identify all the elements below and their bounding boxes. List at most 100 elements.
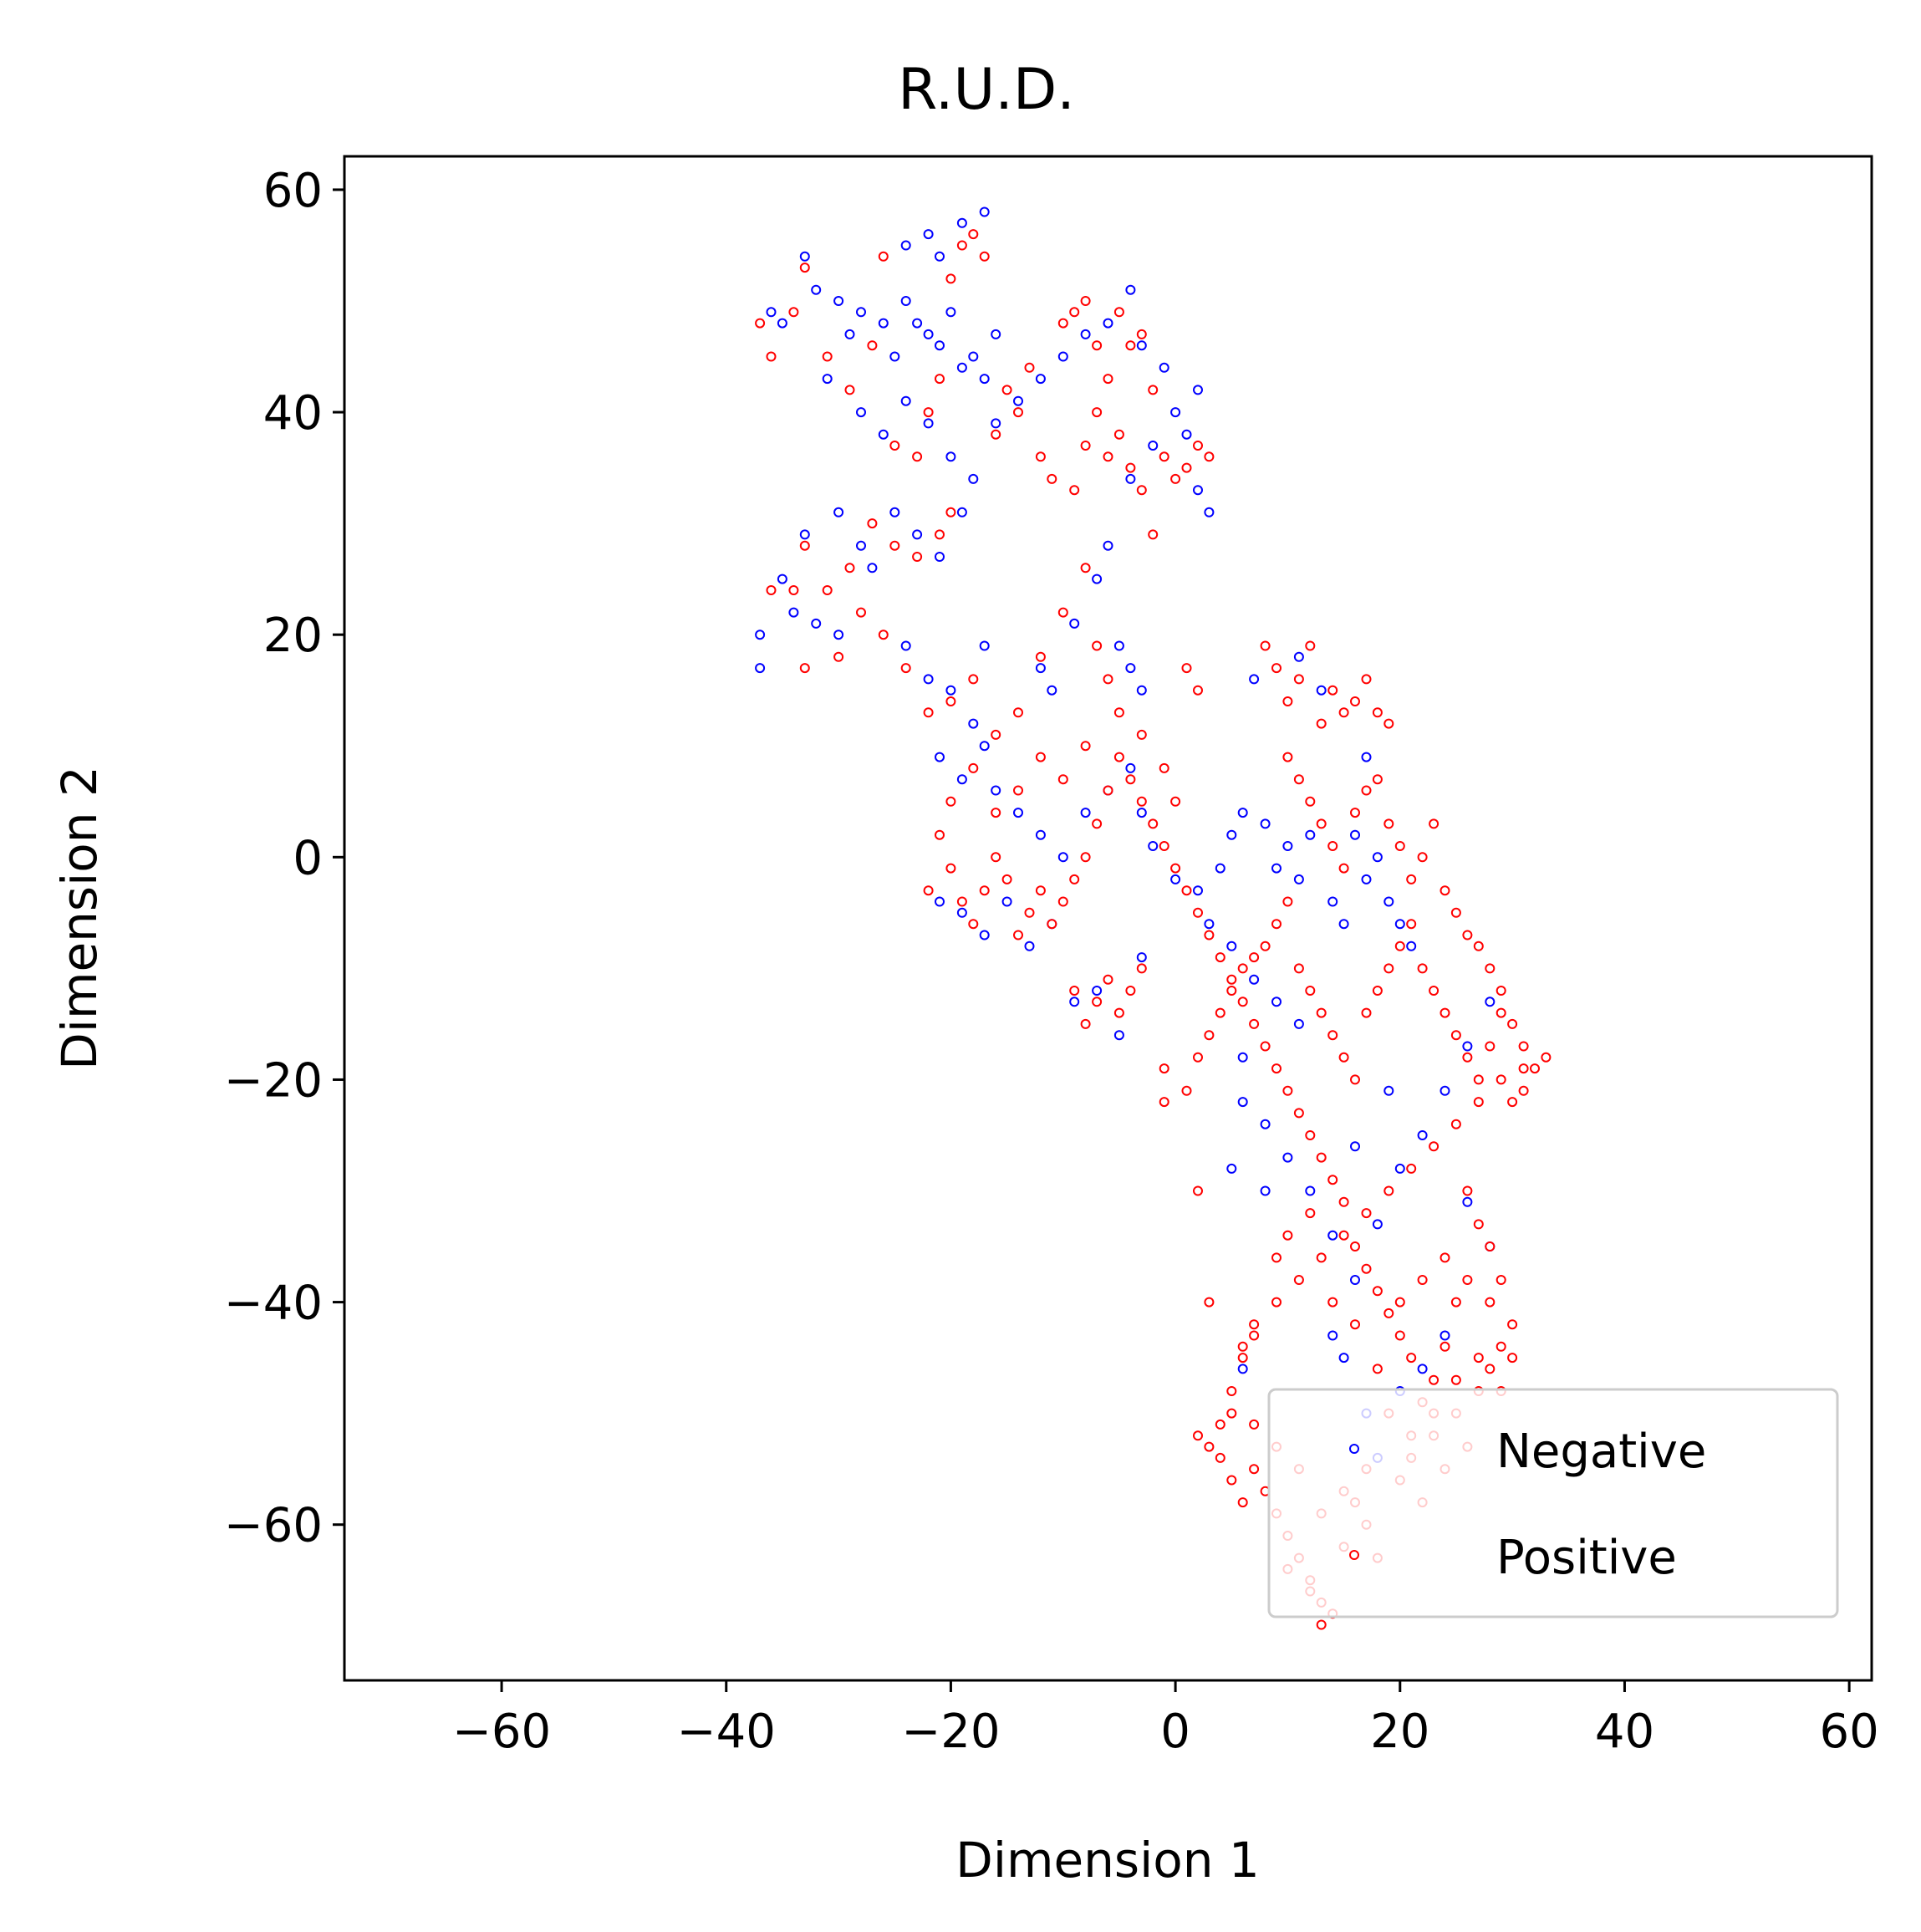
point-negative-122: [1237, 1052, 1248, 1063]
point-positive-180: [1237, 997, 1248, 1007]
point-negative-97: [1293, 874, 1304, 884]
point-negative-31: [1013, 395, 1023, 406]
point-positive-55: [833, 651, 844, 662]
point-negative-94: [1260, 818, 1271, 829]
point-negative-10: [912, 318, 923, 329]
point-positive-211: [991, 808, 1001, 818]
point-negative-143: [1417, 1364, 1428, 1374]
point-negative-73: [1249, 674, 1260, 685]
point-positive-202: [991, 852, 1001, 863]
point-negative-134: [1462, 1041, 1473, 1052]
point-positive-68: [1103, 674, 1113, 685]
point-positive-283: [1249, 1419, 1260, 1430]
point-negative-132: [1417, 1130, 1428, 1140]
point-positive-155: [1496, 1341, 1506, 1352]
point-positive-190: [1125, 774, 1136, 785]
point-negative-27: [923, 418, 934, 429]
point-positive-204: [968, 919, 979, 930]
point-negative-102: [1361, 874, 1372, 884]
point-positive-21: [1047, 473, 1057, 484]
point-negative-117: [1204, 919, 1215, 930]
point-positive-102: [1450, 907, 1461, 918]
point-positive-166: [1394, 1330, 1405, 1341]
point-positive-222: [1136, 963, 1147, 974]
point-positive-64: [1035, 651, 1046, 662]
point-positive-228: [1215, 1007, 1225, 1018]
point-negative-137: [1350, 1141, 1360, 1152]
point-negative-148: [1237, 1364, 1248, 1374]
point-positive-195: [1069, 874, 1080, 884]
point-positive-71: [1159, 762, 1169, 773]
point-positive-229: [1226, 986, 1237, 996]
point-positive-223: [1159, 1063, 1169, 1074]
point-negative-96: [1282, 841, 1293, 851]
point-positive-45: [935, 529, 945, 540]
point-negative-101: [1350, 829, 1360, 840]
point-negative-14: [956, 362, 967, 373]
point-positive-178: [1260, 1041, 1271, 1052]
point-positive-111: [1518, 1085, 1529, 1096]
point-negative-20: [956, 217, 967, 228]
point-positive-205: [956, 896, 967, 907]
point-positive-213: [1035, 752, 1046, 762]
point-positive-217: [1080, 1018, 1091, 1029]
point-negative-64: [979, 640, 990, 651]
point-negative-70: [1113, 640, 1124, 651]
point-negative-118: [1226, 941, 1237, 951]
point-negative-81: [1013, 808, 1023, 818]
point-positive-27: [1125, 340, 1136, 351]
point-positive-218: [1092, 997, 1103, 1007]
point-positive-183: [1204, 930, 1215, 941]
point-positive-193: [1092, 818, 1103, 829]
point-positive-261: [1282, 1230, 1293, 1241]
point-negative-89: [1170, 874, 1181, 884]
point-positive-51: [799, 540, 810, 551]
point-negative-65: [1035, 663, 1046, 674]
chart-title: R.U.D.: [898, 57, 1075, 123]
point-positive-209: [945, 796, 956, 807]
point-positive-69: [1113, 707, 1124, 718]
point-negative-123: [1237, 1097, 1248, 1108]
point-negative-23: [822, 374, 833, 385]
point-positive-248: [1439, 1007, 1450, 1018]
point-positive-210: [968, 762, 979, 773]
point-positive-47: [889, 540, 900, 551]
point-positive-255: [1518, 1063, 1529, 1074]
y-tick-label: 40: [263, 386, 323, 441]
point-positive-88: [1293, 774, 1304, 785]
point-positive-235: [1293, 963, 1304, 974]
point-negative-59: [956, 507, 967, 517]
point-positive-117: [1383, 1185, 1394, 1196]
point-positive-246: [1417, 963, 1428, 974]
point-positive-266: [1394, 1297, 1405, 1308]
point-negative-74: [1293, 651, 1304, 662]
point-positive-34: [1204, 451, 1215, 462]
point-positive-62: [991, 729, 1001, 740]
point-positive-52: [788, 585, 799, 595]
point-positive-253: [1496, 1007, 1506, 1018]
point-positive-162: [1439, 1341, 1450, 1352]
point-positive-110: [1541, 1052, 1552, 1063]
point-positive-225: [1181, 1085, 1192, 1096]
point-positive-70: [1136, 729, 1147, 740]
point-positive-74: [1193, 685, 1203, 696]
point-positive-5: [844, 385, 855, 395]
point-negative-46: [833, 507, 844, 517]
point-positive-252: [1485, 1041, 1496, 1052]
point-positive-165: [1406, 1353, 1417, 1364]
point-positive-61: [968, 674, 979, 685]
point-positive-206: [945, 863, 956, 874]
point-positive-25: [1103, 374, 1113, 385]
point-negative-100: [1338, 919, 1349, 930]
point-positive-81: [1327, 685, 1338, 696]
point-positive-17: [1001, 385, 1012, 395]
point-positive-156: [1507, 1319, 1518, 1330]
y-tick-label: 20: [263, 609, 323, 663]
point-negative-24: [856, 407, 866, 418]
point-positive-59: [923, 707, 934, 718]
point-positive-244: [1394, 941, 1405, 951]
point-positive-219: [1103, 974, 1113, 985]
point-positive-90: [1316, 818, 1327, 829]
point-positive-251: [1473, 1074, 1484, 1085]
point-positive-254: [1507, 1097, 1518, 1108]
